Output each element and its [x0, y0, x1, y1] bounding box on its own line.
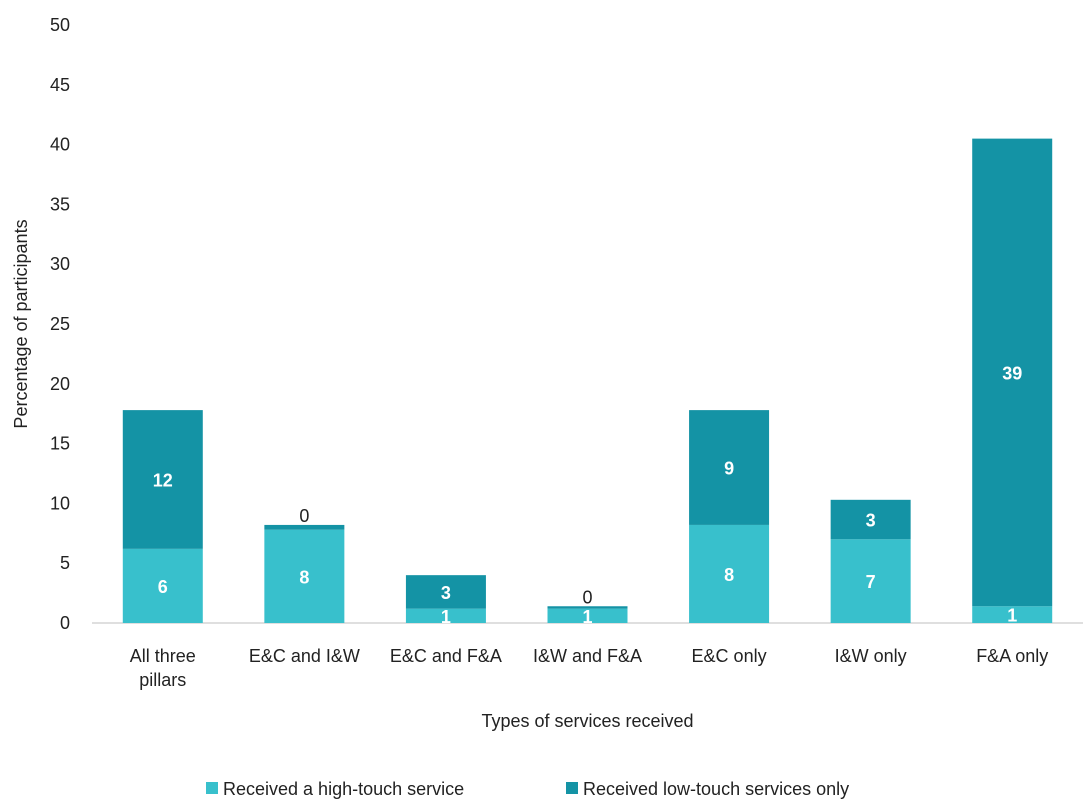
legend-swatch [206, 782, 218, 794]
bar-segment-low-touch [972, 138, 1053, 607]
legend-label: Received low-touch services only [583, 779, 849, 799]
data-label: 3 [866, 511, 876, 531]
y-tick-label: 40 [50, 135, 70, 155]
bar-segment-high-touch [972, 606, 1053, 623]
y-axis-title: Percentage of participants [11, 219, 31, 428]
bar-segment-low-touch [547, 606, 628, 609]
y-tick-label: 30 [50, 254, 70, 274]
x-category-label: F&A only [976, 646, 1048, 666]
data-label: 3 [441, 583, 451, 603]
bar-segment-low-touch [830, 499, 911, 540]
data-label: 1 [441, 607, 451, 627]
data-label: 0 [299, 506, 309, 526]
y-tick-label: 45 [50, 75, 70, 95]
y-tick-label: 15 [50, 434, 70, 454]
bar-segment-high-touch [689, 524, 770, 623]
x-category-label: E&C only [692, 646, 767, 666]
data-label: 1 [582, 607, 592, 627]
x-axis-categories: All three pillars E&C and I&W E&C and F&A I&… [130, 646, 1048, 690]
y-tick-label: 5 [60, 553, 70, 573]
bar-segment-high-touch [830, 539, 911, 623]
y-tick-label: 25 [50, 314, 70, 334]
legend-swatch [566, 782, 578, 794]
x-category-label: I&W and F&A [533, 646, 642, 666]
y-tick-label: 35 [50, 194, 70, 214]
data-label: 12 [153, 470, 173, 490]
legend: Received a high-touch service Received lo… [206, 779, 849, 799]
bar-segment-low-touch [405, 575, 486, 609]
data-label: 0 [582, 587, 592, 607]
bar-segment-high-touch [547, 608, 628, 623]
y-tick-label: 10 [50, 493, 70, 513]
data-label: 39 [1002, 363, 1022, 383]
data-label: 8 [724, 565, 734, 585]
x-category-label: All three pillars [130, 646, 196, 690]
bar-segment-high-touch [122, 548, 203, 623]
data-label: 6 [158, 577, 168, 597]
data-label: 8 [299, 567, 309, 587]
y-axis-ticks: 0 5 10 15 20 25 30 35 40 45 50 [50, 15, 70, 633]
x-axis-title: Types of services received [481, 711, 693, 731]
bar-segment-low-touch [689, 410, 770, 525]
data-label: 9 [724, 459, 734, 479]
y-tick-label: 0 [60, 613, 70, 633]
y-tick-label: 20 [50, 374, 70, 394]
y-tick-label: 50 [50, 15, 70, 35]
x-category-label: E&C and I&W [249, 646, 360, 666]
data-label: 7 [866, 572, 876, 592]
bar-segment-low-touch [122, 410, 203, 549]
x-category-label: E&C and F&A [390, 646, 502, 666]
bar-segment-high-touch [264, 529, 345, 623]
data-label: 1 [1007, 606, 1017, 626]
legend-label: Received a high-touch service [223, 779, 464, 799]
x-category-label: I&W only [835, 646, 907, 666]
bar-segment-low-touch [264, 524, 345, 530]
bar-segment-high-touch [405, 608, 486, 623]
